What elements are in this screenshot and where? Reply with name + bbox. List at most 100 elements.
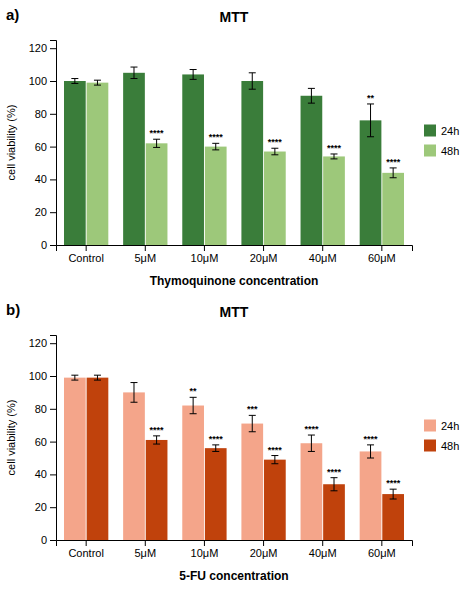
bar: [241, 81, 263, 245]
y-tick-label: 60: [35, 436, 47, 448]
significance-label: ****: [268, 137, 283, 147]
y-tick-label: 80: [35, 403, 47, 415]
y-tick: 40: [35, 468, 56, 480]
axis-line: [50, 336, 57, 541]
x-tick: 20μM: [250, 245, 278, 264]
legend: 24h48h: [424, 420, 459, 452]
x-tick: Control: [68, 245, 103, 264]
marks: [64, 67, 404, 245]
error-bar: [212, 445, 219, 452]
y-axis-title: cell viability (%): [5, 105, 17, 181]
x-tick-label: 20μM: [250, 252, 278, 264]
x-tick-label: Control: [68, 252, 103, 264]
bar: [360, 120, 382, 245]
x-tick-mark: [145, 245, 146, 251]
x-tick-mark: [204, 245, 205, 251]
y-tick-label: 0: [41, 534, 47, 546]
y-tick: 120: [29, 337, 56, 349]
bar: [301, 443, 323, 540]
bar: [382, 494, 404, 540]
error-bar: [308, 88, 315, 103]
legend-label: 24h: [441, 420, 459, 432]
y-tick: 100: [29, 75, 56, 87]
bar: [87, 83, 109, 245]
y-axis: 0 20 40 60 80 100 120: [29, 336, 57, 547]
x-tick-label: 20μM: [250, 547, 278, 559]
x-tick-label: 40μM: [309, 252, 337, 264]
error-bar: [94, 80, 101, 85]
y-tick-mark: [50, 48, 56, 49]
legend-swatch: [424, 420, 436, 432]
y-tick-label: 100: [29, 370, 47, 382]
x-tick-label: 10μM: [191, 547, 219, 559]
title: MTT: [220, 9, 249, 25]
y-tick: 80: [35, 403, 56, 415]
legend-swatch: [424, 145, 436, 157]
significance-label: ****: [209, 434, 224, 444]
significance-label: **: [367, 93, 375, 103]
y-tick: 20: [35, 206, 56, 218]
bar: [264, 460, 286, 540]
panel: a)MTT020406080100120Control5μM10μM20μM40…: [5, 6, 459, 288]
y-tick-mark: [50, 179, 56, 180]
x-axis: Control5μM10μM20μM40μM60μM: [57, 540, 413, 559]
bar: [323, 484, 345, 540]
bar: [146, 143, 168, 245]
legend-swatch: [424, 125, 436, 137]
legend: 24h48h: [424, 125, 459, 157]
bar: [123, 392, 145, 540]
error-bar: [153, 139, 160, 147]
significance-label: ****: [327, 143, 342, 153]
x-tick-mark: [86, 245, 87, 251]
x-tick-label: 5μM: [134, 547, 156, 559]
error-bar: [153, 436, 160, 444]
panel-label: b): [6, 301, 20, 318]
y-tick: 120: [29, 42, 56, 54]
y-tick-label: 40: [35, 173, 47, 185]
significance-label: ****: [327, 467, 342, 477]
error-bar: [130, 383, 137, 403]
significance-label: ****: [150, 128, 165, 138]
significance-label: ****: [386, 157, 401, 167]
y-tick-mark: [50, 540, 56, 541]
error-bar: [94, 375, 101, 380]
x-axis-title: 5-FU concentration: [179, 569, 288, 583]
x-tick-label: 60μM: [368, 547, 396, 559]
x-tick-mark: [263, 245, 264, 251]
x-tick: 20μM: [250, 540, 278, 559]
y-tick: 0: [41, 534, 56, 546]
y-tick: 20: [35, 501, 56, 513]
x-tick-mark: [381, 245, 382, 251]
y-tick: 100: [29, 370, 56, 382]
error-bar: [130, 67, 137, 78]
error-bar: [271, 456, 278, 464]
x-tick-mark: [86, 540, 87, 546]
significance-label: ***: [247, 404, 258, 414]
x-tick-mark: [381, 540, 382, 546]
x-tick-label: Control: [68, 547, 103, 559]
x-tick-label: 10μM: [191, 252, 219, 264]
y-tick-mark: [50, 212, 56, 213]
bar: [182, 406, 204, 540]
significance-label: ****: [304, 424, 319, 434]
error-bar: [390, 489, 397, 499]
x-tick-mark: [322, 245, 323, 251]
y-tick: 80: [35, 108, 56, 120]
y-tick-label: 20: [35, 501, 47, 513]
y-tick-label: 20: [35, 206, 47, 218]
y-tick: 40: [35, 173, 56, 185]
bar: [301, 96, 323, 245]
y-tick-label: 120: [29, 337, 47, 349]
x-tick: Control: [68, 540, 103, 559]
bar: [64, 81, 86, 245]
x-tick-mark: [145, 540, 146, 546]
legend-label: 48h: [441, 145, 459, 157]
axis-line: [50, 41, 57, 246]
y-tick-mark: [50, 474, 56, 475]
y-tick-mark: [50, 147, 56, 148]
significance-label: ****: [150, 425, 165, 435]
x-tick-mark: [263, 540, 264, 546]
y-tick-mark: [50, 245, 56, 246]
significance-label: ****: [364, 434, 379, 444]
x-tick-label: 5μM: [134, 252, 156, 264]
